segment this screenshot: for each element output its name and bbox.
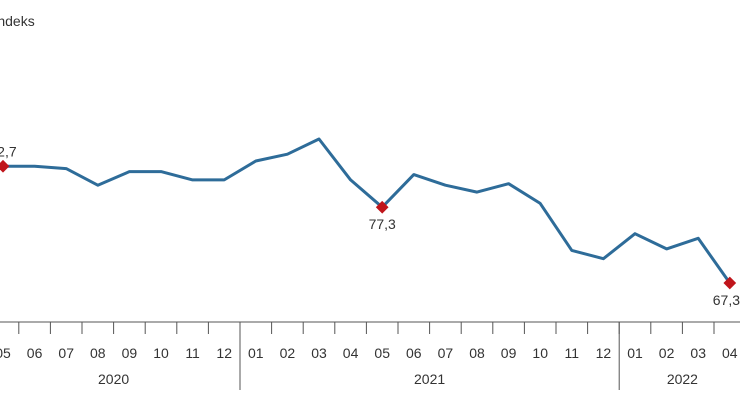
x-tick-label: 01 — [627, 345, 643, 361]
x-tick-label: 11 — [185, 345, 200, 361]
series-line — [1, 137, 732, 285]
x-tick-label: 05 — [374, 345, 390, 361]
x-tick-label: 02 — [659, 345, 675, 361]
x-tick-label: 05 — [0, 345, 11, 361]
x-tick-label: 01 — [248, 345, 264, 361]
year-label: 2021 — [414, 371, 445, 387]
highlight-markers: 82,7 77,3 67,3 — [0, 143, 740, 308]
highlight-marker — [0, 159, 10, 173]
x-tick-label: 03 — [690, 345, 706, 361]
x-tick-label: 07 — [438, 345, 454, 361]
x-tick-label: 03 — [311, 345, 327, 361]
x-tick-label: 09 — [501, 345, 517, 361]
x-tick-label: 12 — [596, 345, 612, 361]
x-tick-label: 09 — [122, 345, 138, 361]
x-tick-label: 08 — [469, 345, 485, 361]
year-label: 2020 — [98, 371, 129, 387]
y-axis-label: Endeks — [0, 13, 35, 29]
data-label: 67,3 — [713, 292, 740, 308]
x-tick-label: 10 — [532, 345, 548, 361]
data-label: 82,7 — [0, 143, 17, 159]
x-tick-label: 04 — [722, 345, 738, 361]
x-tick-label: 06 — [27, 345, 43, 361]
x-tick-label: 11 — [565, 345, 580, 361]
year-label: 2022 — [667, 371, 698, 387]
x-tick-label: 04 — [343, 345, 359, 361]
x-tick-label: 12 — [216, 345, 232, 361]
x-tick-label: 07 — [58, 345, 74, 361]
x-tick-label: 10 — [153, 345, 169, 361]
data-label: 77,3 — [369, 216, 396, 232]
x-tick-label: 02 — [280, 345, 296, 361]
x-tick-label: 08 — [90, 345, 106, 361]
x-tick-label: 06 — [406, 345, 422, 361]
highlight-marker — [375, 200, 389, 214]
x-axis: 05 06 07 08 09 10 11 12 01 02 03 04 05 06 07 08 09 10 11 12… — [0, 321, 740, 390]
